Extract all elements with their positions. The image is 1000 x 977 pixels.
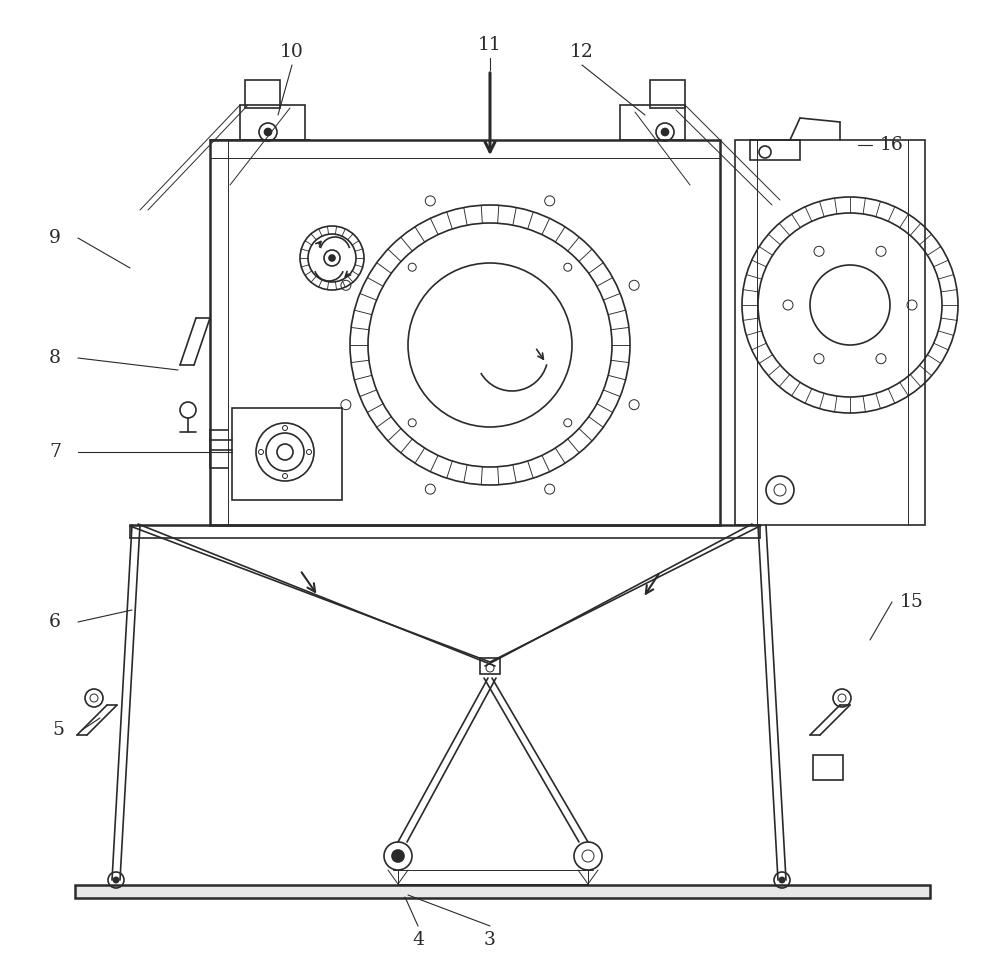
Text: 3: 3 xyxy=(484,931,496,949)
Bar xyxy=(650,80,685,108)
Circle shape xyxy=(779,877,785,883)
Text: 7: 7 xyxy=(49,443,61,461)
Bar xyxy=(232,408,342,500)
Text: 6: 6 xyxy=(49,613,61,631)
Bar xyxy=(240,105,305,140)
Bar xyxy=(210,140,720,525)
Text: 16: 16 xyxy=(880,136,904,154)
Text: 5: 5 xyxy=(52,721,64,739)
Circle shape xyxy=(662,129,668,136)
Bar xyxy=(813,755,843,780)
Text: 4: 4 xyxy=(412,931,424,949)
Text: 9: 9 xyxy=(49,229,61,247)
Text: 8: 8 xyxy=(49,349,61,367)
Text: 10: 10 xyxy=(280,43,304,61)
Bar xyxy=(75,885,930,898)
Circle shape xyxy=(329,255,335,261)
Bar xyxy=(620,105,685,140)
Bar xyxy=(735,140,925,525)
Bar xyxy=(245,80,280,108)
Bar xyxy=(480,658,500,674)
Circle shape xyxy=(392,850,404,862)
Bar xyxy=(750,140,800,160)
Text: 15: 15 xyxy=(900,593,924,611)
Circle shape xyxy=(264,129,272,136)
Circle shape xyxy=(113,877,119,883)
Text: 12: 12 xyxy=(570,43,594,61)
Text: 11: 11 xyxy=(478,36,502,54)
